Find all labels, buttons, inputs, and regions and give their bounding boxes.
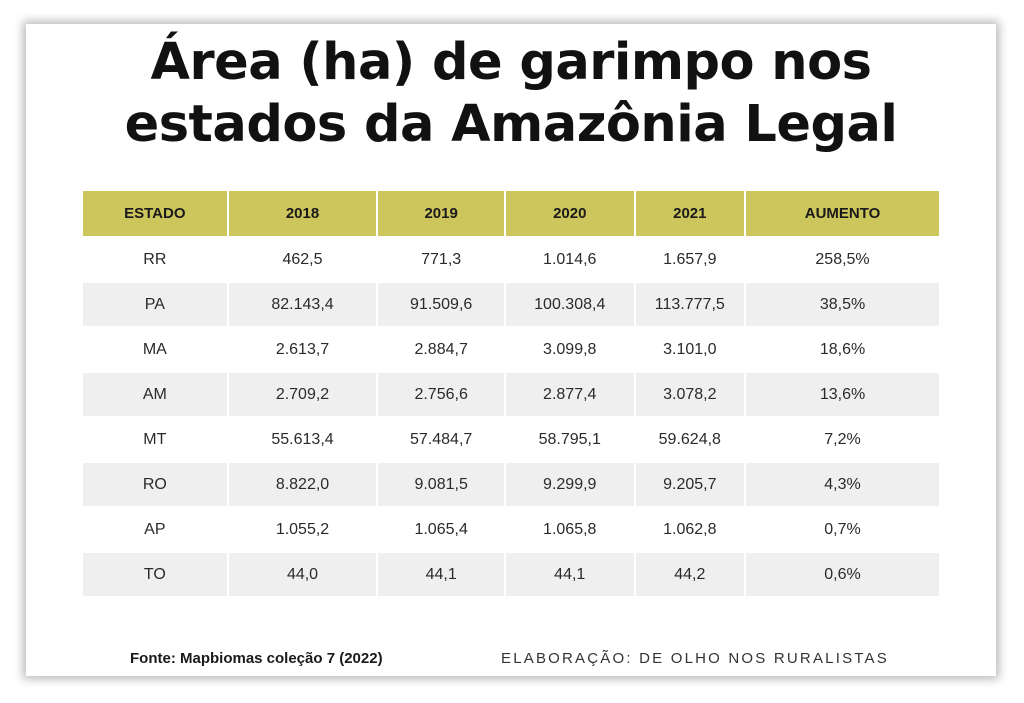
value-cell: 9.299,9 bbox=[505, 463, 634, 506]
value-cell: 1.014,6 bbox=[543, 250, 597, 268]
value-cell: 44,1 bbox=[378, 553, 504, 596]
column-header: 2018 bbox=[228, 191, 377, 236]
column-header: 2019 bbox=[378, 191, 504, 236]
column-header: AUMENTO bbox=[746, 191, 939, 236]
credit-note: ELABORAÇÃO: DE OLHO NOS RURALISTAS bbox=[501, 650, 889, 667]
value-cell: 1.055,2 bbox=[275, 520, 330, 538]
value-cell: 82.143,4 bbox=[228, 283, 377, 326]
state-cell: RO bbox=[83, 463, 227, 506]
value-cell: 44,1 bbox=[505, 553, 634, 596]
value-cell: 1.062,8 bbox=[663, 520, 717, 538]
column-header: ESTADO bbox=[83, 191, 227, 236]
source-note: Fonte: Mapbiomas coleção 7 (2022) bbox=[130, 650, 383, 667]
table-row: PA 82.143,4 91.509,6 100.308,4 113.777,5 38,5… bbox=[83, 283, 939, 326]
value-cell: 0,6% bbox=[746, 553, 939, 596]
column-header: 2020 bbox=[505, 191, 634, 236]
value-cell: 9.081,5 bbox=[378, 463, 504, 506]
value-cell: 2.884,7 bbox=[414, 340, 468, 358]
data-table: ESTADO 2018 2019 2020 2021 AUMENTO RR 462,5 771… bbox=[81, 189, 941, 598]
value-cell: 57.484,7 bbox=[410, 430, 473, 448]
value-cell: 38,5% bbox=[746, 283, 939, 326]
table-row: TO 44,0 44,1 44,1 44,2 0,6% bbox=[83, 553, 939, 596]
value-cell: 9.205,7 bbox=[635, 463, 745, 506]
value-cell: 3.101,0 bbox=[663, 340, 717, 358]
value-cell: 1.065,8 bbox=[543, 520, 597, 538]
value-cell: 58.795,1 bbox=[538, 430, 601, 448]
value-cell: 2.756,6 bbox=[378, 373, 504, 416]
value-cell: 771,3 bbox=[421, 250, 462, 268]
value-cell: 1.657,9 bbox=[663, 250, 717, 268]
table-header-row: ESTADO 2018 2019 2020 2021 AUMENTO bbox=[83, 191, 939, 236]
state-cell: PA bbox=[83, 283, 227, 326]
state-cell: MA bbox=[142, 340, 167, 358]
state-cell: MT bbox=[143, 430, 167, 448]
value-cell: 462,5 bbox=[282, 250, 323, 268]
state-cell: RR bbox=[143, 250, 167, 268]
value-cell: 13,6% bbox=[746, 373, 939, 416]
title-line-2: estados da Amazônia Legal bbox=[124, 95, 898, 154]
value-cell: 44,0 bbox=[228, 553, 377, 596]
chart-title: Área (ha) de garimpo nos estados da Amaz… bbox=[26, 32, 996, 156]
value-cell: 91.509,6 bbox=[378, 283, 504, 326]
value-cell: 4,3% bbox=[746, 463, 939, 506]
value-cell: 1.065,4 bbox=[414, 520, 468, 538]
value-cell: 2.877,4 bbox=[505, 373, 634, 416]
table-row: AM 2.709,2 2.756,6 2.877,4 3.078,2 13,6% bbox=[83, 373, 939, 416]
value-cell: 113.777,5 bbox=[635, 283, 745, 326]
table-row: RO 8.822,0 9.081,5 9.299,9 9.205,7 4,3% bbox=[83, 463, 939, 506]
value-cell: 100.308,4 bbox=[505, 283, 634, 326]
table-row: MA 2.613,7 2.884,7 3.099,8 3.101,0 18,6% bbox=[83, 328, 939, 371]
column-header: 2021 bbox=[635, 191, 745, 236]
value-cell: 59.624,8 bbox=[658, 430, 721, 448]
state-cell: AM bbox=[83, 373, 227, 416]
table-row: MT 55.613,4 57.484,7 58.795,1 59.624,8 7,2% bbox=[83, 418, 939, 461]
infographic-card: Área (ha) de garimpo nos estados da Amaz… bbox=[26, 24, 996, 676]
table-row: RR 462,5 771,3 1.014,6 1.657,9 258,5% bbox=[83, 238, 939, 281]
value-cell: 3.078,2 bbox=[635, 373, 745, 416]
table-row: AP 1.055,2 1.065,4 1.065,8 1.062,8 0,7% bbox=[83, 508, 939, 551]
value-cell: 0,7% bbox=[824, 520, 861, 538]
value-cell: 44,2 bbox=[635, 553, 745, 596]
title-line-1: Área (ha) de garimpo nos bbox=[150, 33, 872, 92]
value-cell: 8.822,0 bbox=[228, 463, 377, 506]
value-cell: 2.613,7 bbox=[275, 340, 330, 358]
state-cell: TO bbox=[83, 553, 227, 596]
value-cell: 258,5% bbox=[815, 250, 870, 268]
value-cell: 7,2% bbox=[824, 430, 861, 448]
table-body: RR 462,5 771,3 1.014,6 1.657,9 258,5% PA 82.143… bbox=[83, 238, 939, 596]
value-cell: 3.099,8 bbox=[543, 340, 597, 358]
value-cell: 2.709,2 bbox=[228, 373, 377, 416]
value-cell: 55.613,4 bbox=[271, 430, 334, 448]
value-cell: 18,6% bbox=[819, 340, 866, 358]
state-cell: AP bbox=[144, 520, 166, 538]
